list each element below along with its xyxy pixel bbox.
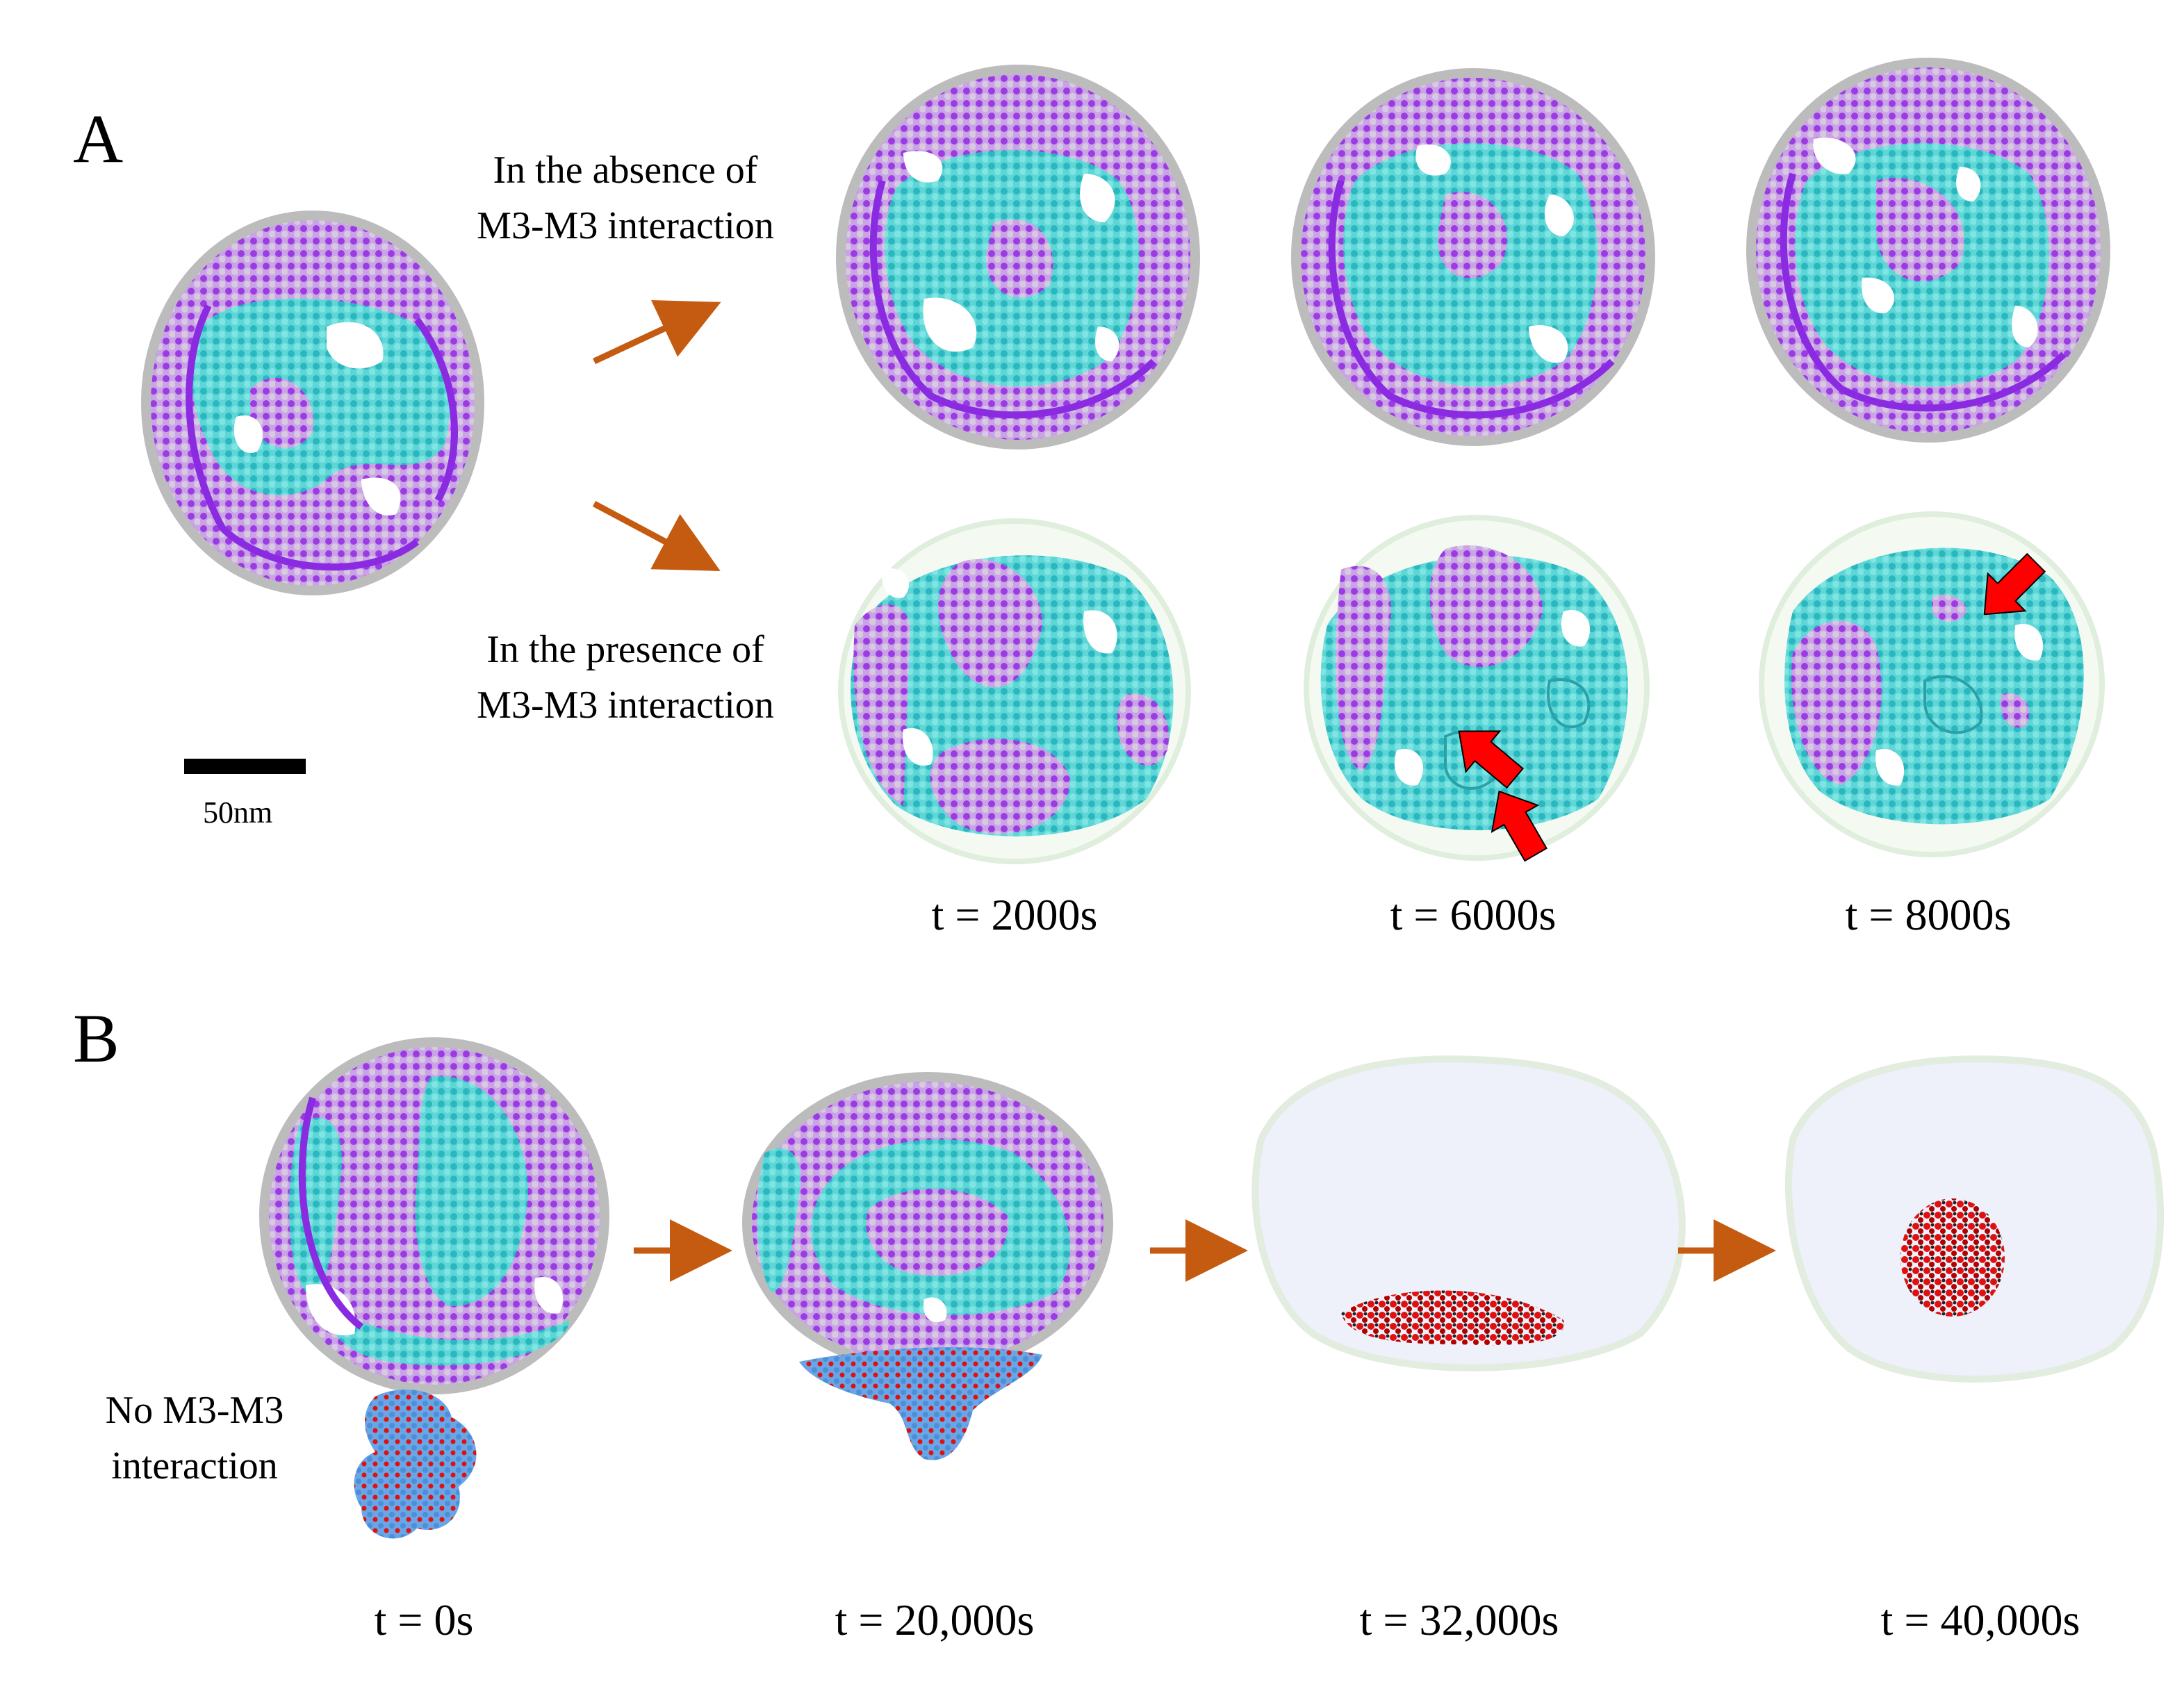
caption-no-interaction-line-1: No M3-M3 [105, 1389, 284, 1432]
vesicle-b-t32000 [1251, 1055, 1686, 1371]
vesicle-b-t40000 [1784, 1055, 2165, 1383]
time-label-a-1: t = 2000s [931, 890, 1098, 939]
vesicle-absence-t6000 [1291, 68, 1655, 446]
vesicle-presence-t2000 [838, 518, 1191, 864]
caption-presence-line-1: In the presence of [486, 628, 764, 671]
caption-no-interaction-line-2: interaction [111, 1444, 278, 1487]
vesicle-absence-t2000 [836, 65, 1200, 450]
time-label-b-2: t = 20,000s [835, 1595, 1035, 1645]
vesicle-a-initial [141, 211, 484, 595]
highlight-arrow-6000-b [1491, 790, 1547, 862]
time-label-b-4: t = 40,000s [1880, 1595, 2080, 1645]
scale-bar [184, 759, 306, 774]
vesicle-b-t0 [259, 1037, 609, 1394]
time-label-b-1: t = 0s [374, 1595, 474, 1645]
vesicle-b-t20000 [742, 1072, 1113, 1374]
highlight-arrow-8000 [1983, 552, 2046, 616]
time-label-b-3: t = 32,000s [1359, 1595, 1559, 1645]
caption-no-interaction: No M3-M3 interaction [56, 1383, 334, 1494]
panel-label-b: B [73, 1000, 120, 1077]
vesicle-presence-t6000 [1304, 515, 1650, 861]
caption-presence: In the presence of M3-M3 interaction [445, 622, 806, 733]
arrow-to-presence [592, 501, 721, 571]
time-label-a-3: t = 8000s [1845, 890, 2012, 939]
vesicle-absence-t8000 [1746, 58, 2110, 443]
highlight-arrow-6000-a [1458, 730, 1524, 789]
scale-bar-label: 50nm [203, 796, 273, 830]
caption-absence: In the absence of M3-M3 interaction [445, 142, 806, 254]
complex-b-t0 [354, 1390, 477, 1539]
caption-absence-line-2: M3-M3 interaction [477, 204, 774, 247]
caption-presence-line-2: M3-M3 interaction [477, 684, 774, 727]
panel-label-a: A [73, 100, 124, 177]
complex-b-t20000 [799, 1347, 1042, 1460]
arrow-to-absence [593, 300, 721, 365]
vesicle-presence-t8000 [1759, 511, 2105, 857]
caption-absence-line-1: In the absence of [493, 149, 758, 192]
time-label-a-2: t = 6000s [1390, 890, 1557, 939]
